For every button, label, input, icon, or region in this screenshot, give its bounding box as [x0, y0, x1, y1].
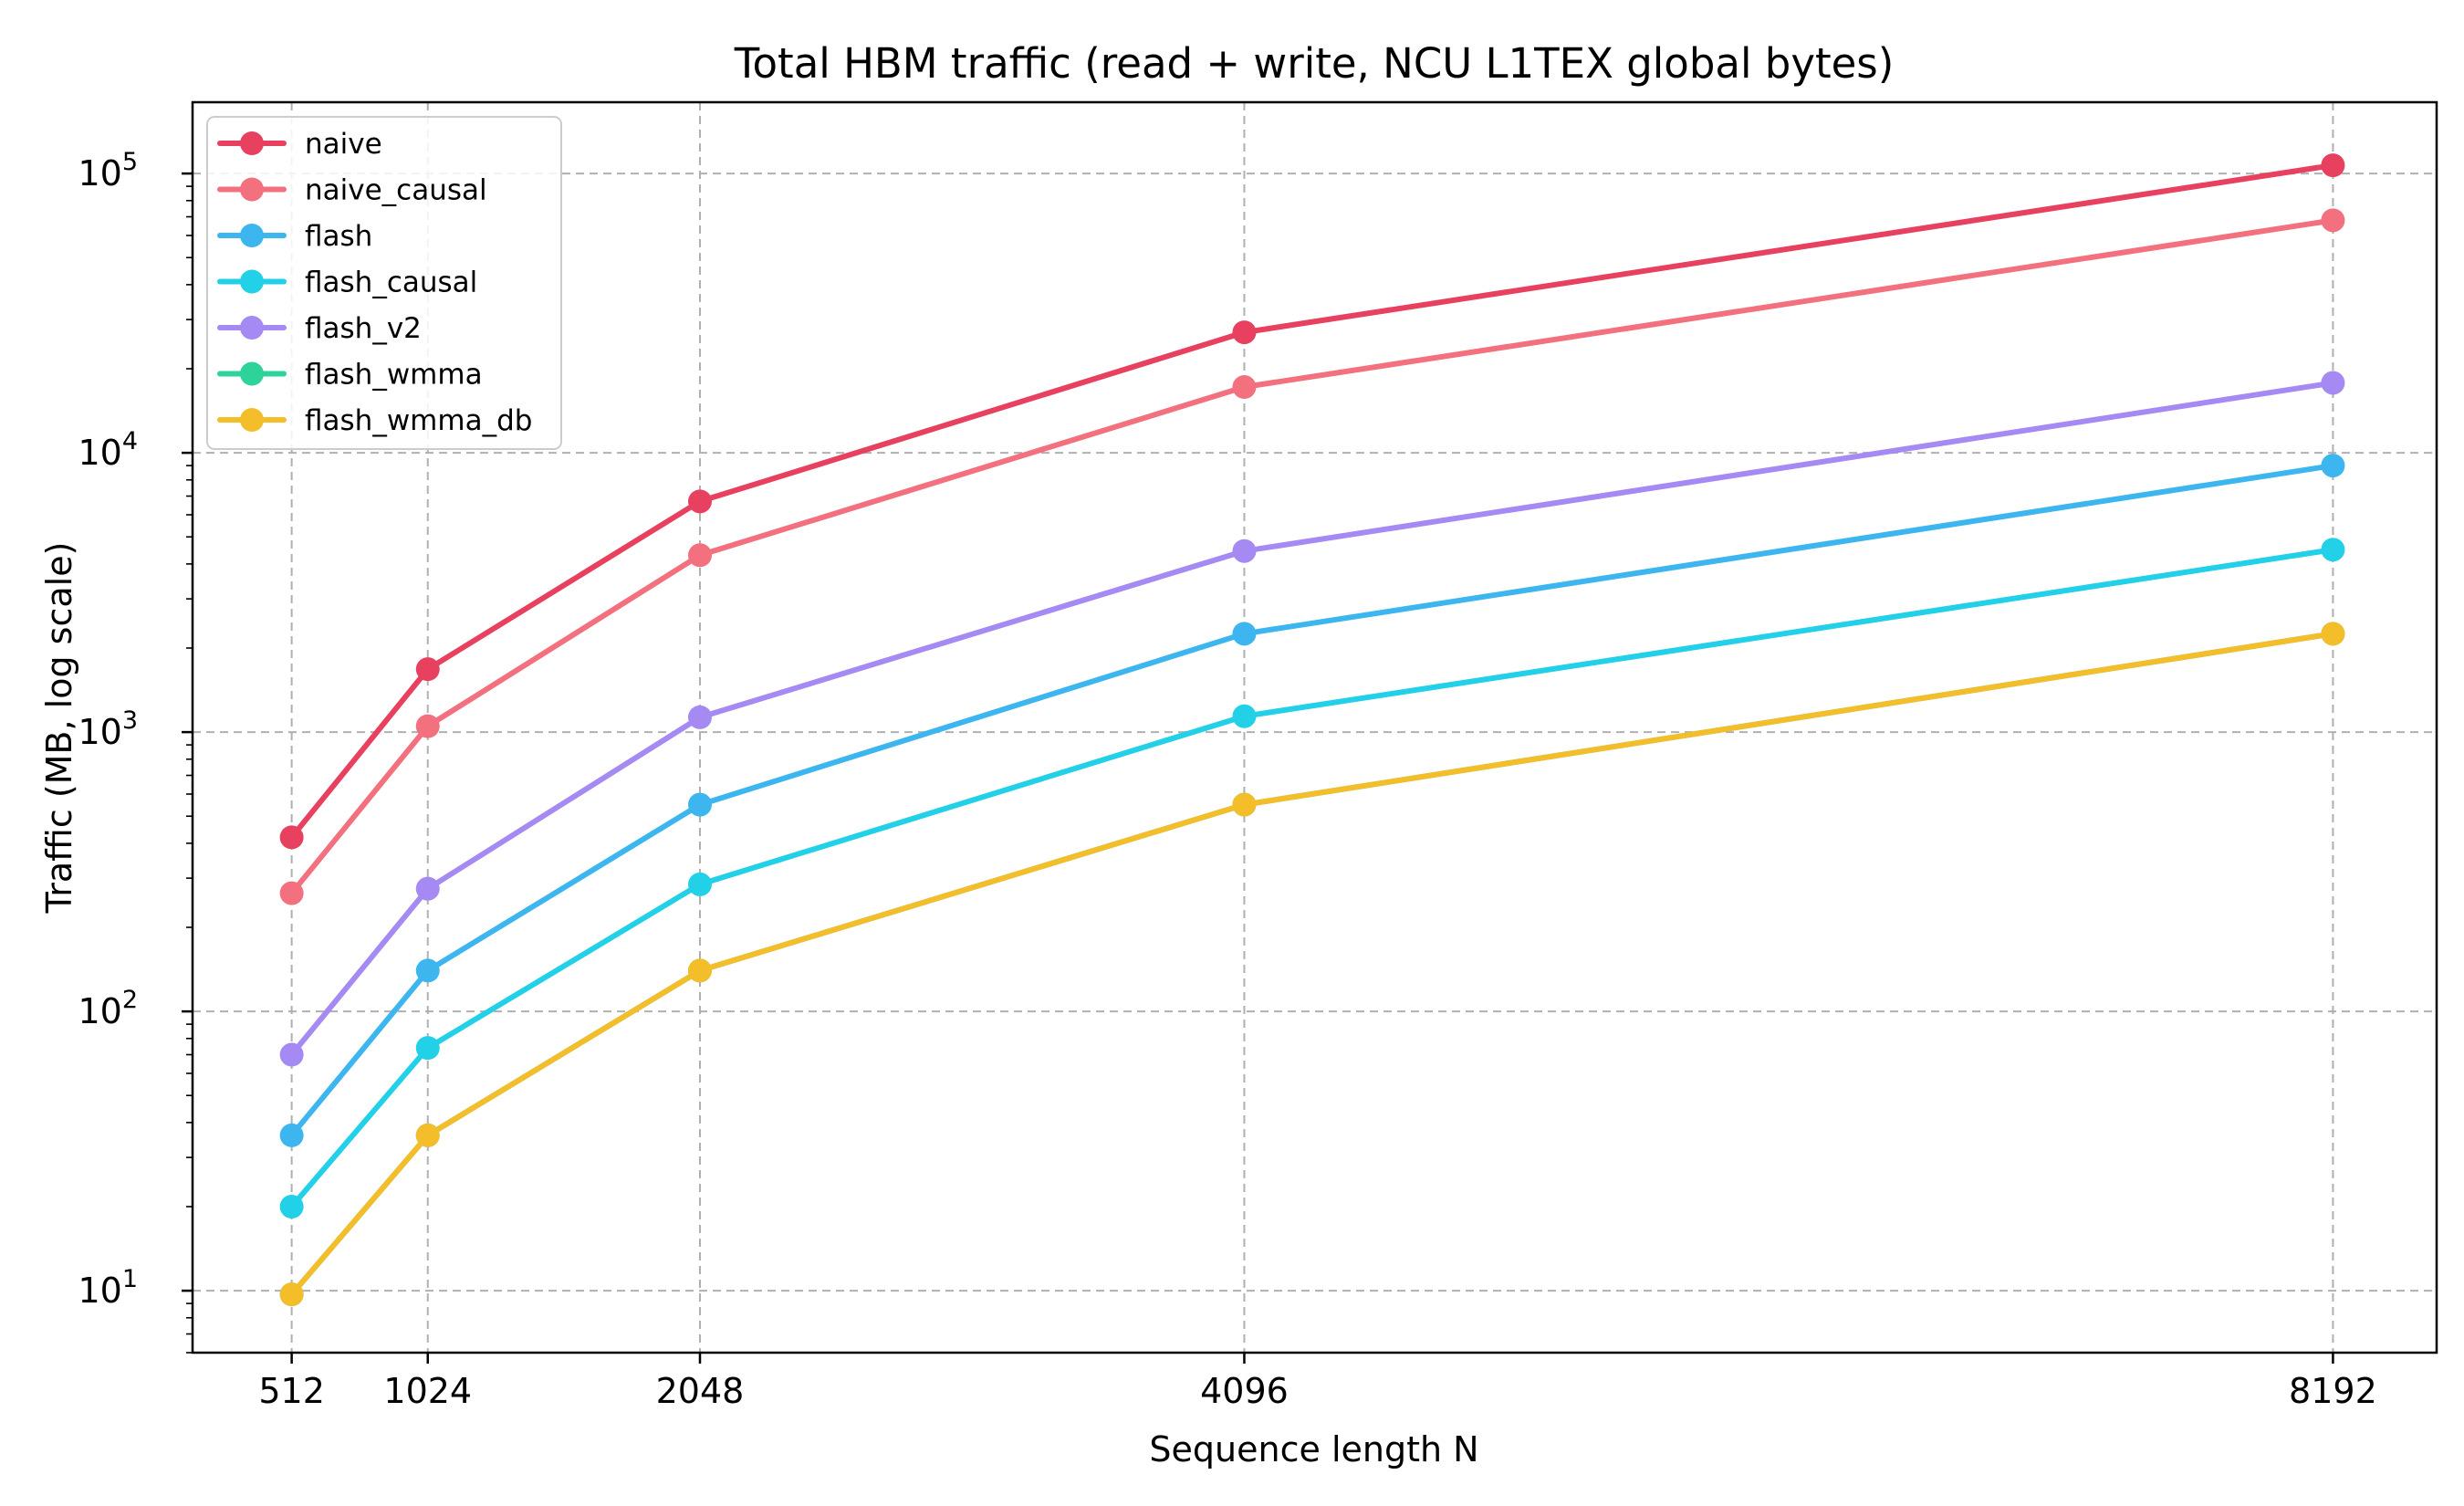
legend-item: flash_wmma: [217, 359, 483, 392]
legend-swatch-marker: [240, 131, 264, 155]
y-tick-label: 105: [78, 148, 138, 193]
legend-box: [206, 116, 562, 450]
y-tick-exponent: 3: [122, 706, 138, 735]
data-point: [415, 958, 440, 983]
legend-swatch-marker: [240, 269, 264, 294]
legend-swatch-marker: [240, 224, 264, 247]
y-tick-base: 10: [78, 153, 121, 193]
series-flash_wmma_db: [279, 622, 2345, 1307]
data-point: [687, 489, 712, 514]
data-point: [687, 872, 712, 896]
y-tick-exponent: 2: [122, 986, 138, 1014]
y-tick-base: 10: [78, 1271, 121, 1311]
legend-item: flash_wmma_db: [217, 404, 532, 437]
data-point: [1232, 320, 1257, 345]
data-point: [1232, 792, 1257, 817]
series-naive: [279, 153, 2345, 850]
data-point: [1232, 704, 1257, 728]
data-point: [279, 1123, 304, 1147]
data-point: [687, 543, 712, 568]
legend-label: flash_wmma_db: [305, 404, 532, 437]
y-tick-base: 10: [78, 712, 121, 752]
y-tick-base: 10: [78, 433, 121, 473]
x-tick-label: 512: [258, 1371, 325, 1411]
y-tick-label: 103: [78, 706, 138, 752]
legend-swatch-marker: [240, 408, 264, 432]
series-flash: [279, 454, 2345, 1147]
y-axis-label: Traffic (MB, log scale): [39, 542, 79, 915]
legend-swatch-marker: [240, 177, 264, 202]
legend-label: flash_causal: [305, 267, 477, 299]
data-point: [2321, 371, 2345, 395]
x-tick-label: 8192: [2289, 1371, 2377, 1411]
plot-area-frame: [191, 100, 2438, 1354]
legend-label: flash_wmma: [305, 359, 483, 392]
legend-item: flash_v2: [217, 312, 422, 345]
legend-swatch-marker: [240, 316, 264, 340]
data-point: [2321, 622, 2345, 646]
data-point: [415, 714, 440, 738]
legend-item: naive_causal: [217, 174, 487, 207]
y-tick-exponent: 5: [122, 148, 138, 176]
data-point: [415, 876, 440, 901]
data-point: [2321, 208, 2345, 233]
legend-label: flash_v2: [305, 312, 422, 345]
data-point: [279, 1194, 304, 1218]
legend-item: flash: [217, 220, 372, 253]
x-tick-label: 4096: [1200, 1371, 1289, 1411]
legend-label: naive_causal: [305, 174, 487, 207]
x-tick-label: 1024: [383, 1371, 472, 1411]
x-axis-label: Sequence length N: [1149, 1429, 1478, 1469]
data-point: [2321, 538, 2345, 562]
data-point: [2321, 153, 2345, 178]
legend-label: flash: [305, 220, 372, 253]
legend-label: naive: [305, 128, 382, 161]
x-tick-label: 2048: [656, 1371, 745, 1411]
y-tick-label: 104: [78, 427, 138, 473]
data-point: [415, 1123, 440, 1147]
series-flash_v2: [279, 371, 2345, 1067]
y-tick-label: 101: [78, 1265, 138, 1311]
data-point: [687, 792, 712, 817]
data-point: [687, 958, 712, 983]
y-tick-base: 10: [78, 991, 121, 1031]
data-point: [415, 1036, 440, 1061]
series-flash_causal: [279, 538, 2345, 1218]
data-point: [2321, 454, 2345, 478]
legend-item: naive: [217, 128, 382, 161]
data-point: [1232, 622, 1257, 646]
legend-item: flash_causal: [217, 267, 477, 299]
data-point: [687, 705, 712, 729]
data-point: [279, 825, 304, 850]
legend-swatch-marker: [240, 361, 264, 386]
series-naive_causal: [279, 208, 2345, 905]
data-point: [1232, 539, 1257, 563]
y-tick-exponent: 4: [122, 427, 138, 455]
data-point: [415, 657, 440, 682]
x-axis: 512 1024 2048 4096 8192: [258, 1353, 2377, 1411]
y-tick-exponent: 1: [122, 1265, 138, 1293]
data-point: [279, 1042, 304, 1067]
data-point: [279, 1282, 304, 1307]
chart-title: Total HBM traffic (read + write, NCU L1T…: [734, 39, 1895, 88]
y-tick-label: 102: [78, 986, 138, 1031]
data-point: [1232, 375, 1257, 400]
data-point: [279, 881, 304, 905]
series-layer: [279, 153, 2345, 1307]
